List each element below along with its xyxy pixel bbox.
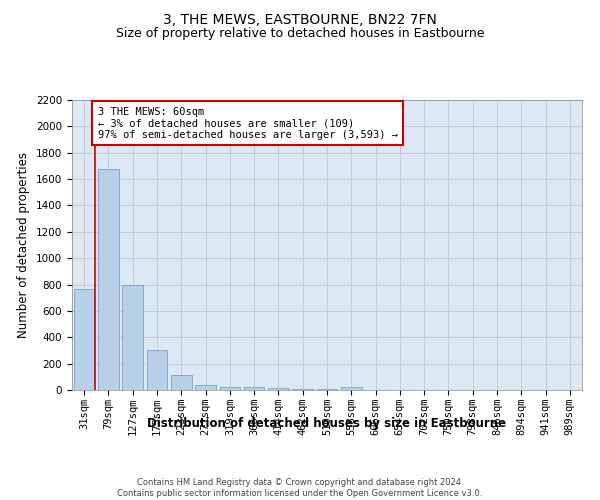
Text: Size of property relative to detached houses in Eastbourne: Size of property relative to detached ho… bbox=[116, 28, 484, 40]
Text: Distribution of detached houses by size in Eastbourne: Distribution of detached houses by size … bbox=[148, 418, 506, 430]
Bar bbox=[171, 375, 191, 390]
Text: 3, THE MEWS, EASTBOURNE, BN22 7FN: 3, THE MEWS, EASTBOURNE, BN22 7FN bbox=[163, 12, 437, 26]
Bar bbox=[341, 386, 362, 390]
Bar bbox=[195, 384, 216, 390]
Text: 3 THE MEWS: 60sqm
← 3% of detached houses are smaller (109)
97% of semi-detached: 3 THE MEWS: 60sqm ← 3% of detached house… bbox=[97, 106, 398, 140]
Bar bbox=[268, 388, 289, 390]
Text: Contains HM Land Registry data © Crown copyright and database right 2024.
Contai: Contains HM Land Registry data © Crown c… bbox=[118, 478, 482, 498]
Bar bbox=[244, 388, 265, 390]
Y-axis label: Number of detached properties: Number of detached properties bbox=[17, 152, 31, 338]
Bar bbox=[98, 168, 119, 390]
Bar bbox=[122, 284, 143, 390]
Bar bbox=[292, 388, 313, 390]
Bar bbox=[220, 386, 240, 390]
Bar bbox=[146, 350, 167, 390]
Bar bbox=[74, 288, 94, 390]
